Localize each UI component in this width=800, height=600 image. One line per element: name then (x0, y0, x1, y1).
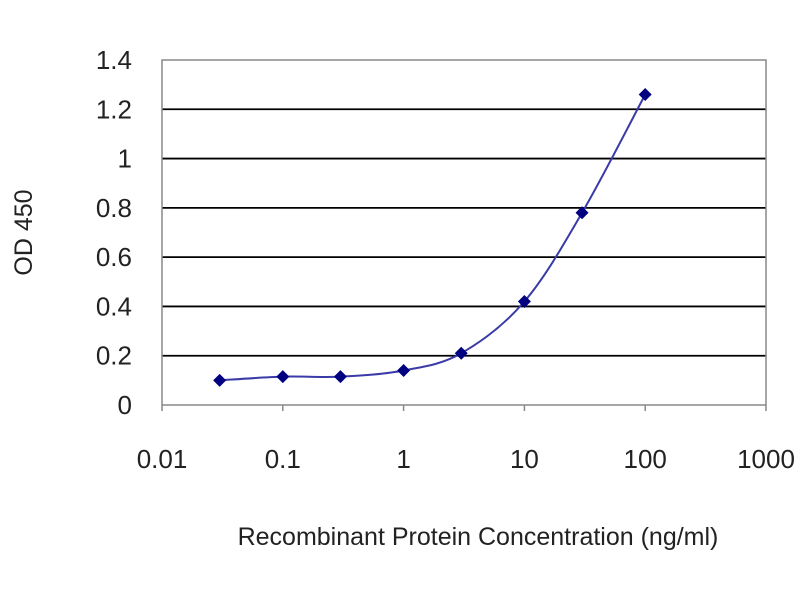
x-tick-label: 10 (510, 444, 539, 474)
gridlines (162, 108, 766, 357)
data-point (333, 370, 347, 384)
x-tick-label: 0.01 (137, 444, 188, 474)
y-tick-label: 0.4 (96, 291, 132, 321)
data-point (213, 373, 227, 387)
x-tick-label: 1000 (737, 444, 795, 474)
data-point (517, 295, 531, 308)
data-point (454, 346, 468, 360)
y-tick-label: 0.8 (96, 193, 132, 223)
y-tick-label: 0 (118, 390, 132, 420)
x-tick-label: 0.1 (265, 444, 301, 474)
x-axis-title: Recombinant Protein Concentration (ng/ml… (238, 523, 719, 551)
plot-area (161, 59, 767, 406)
x-axis-tick-labels: 0.01 0.1 1 10 100 1000 (137, 444, 795, 474)
x-tick-label: 100 (624, 444, 667, 474)
y-tick-label: 1.2 (96, 94, 132, 124)
y-tick-label: 0.6 (96, 242, 132, 272)
data-point (638, 88, 652, 101)
y-tick-label: 0.2 (96, 341, 132, 371)
data-point (575, 206, 589, 220)
data-point (276, 370, 290, 384)
series-layer (213, 88, 652, 387)
series-line (219, 94, 647, 382)
y-tick-label: 1.4 (96, 45, 132, 75)
y-tick-label: 1 (118, 144, 132, 174)
y-axis-title: OD 450 (10, 189, 38, 275)
x-axis-tick-marks (161, 405, 767, 411)
data-point (397, 364, 411, 377)
y-axis-tick-labels: 0 0.2 0.4 0.6 0.8 1 1.2 1.4 (96, 45, 132, 420)
x-tick-label: 1 (396, 444, 410, 474)
